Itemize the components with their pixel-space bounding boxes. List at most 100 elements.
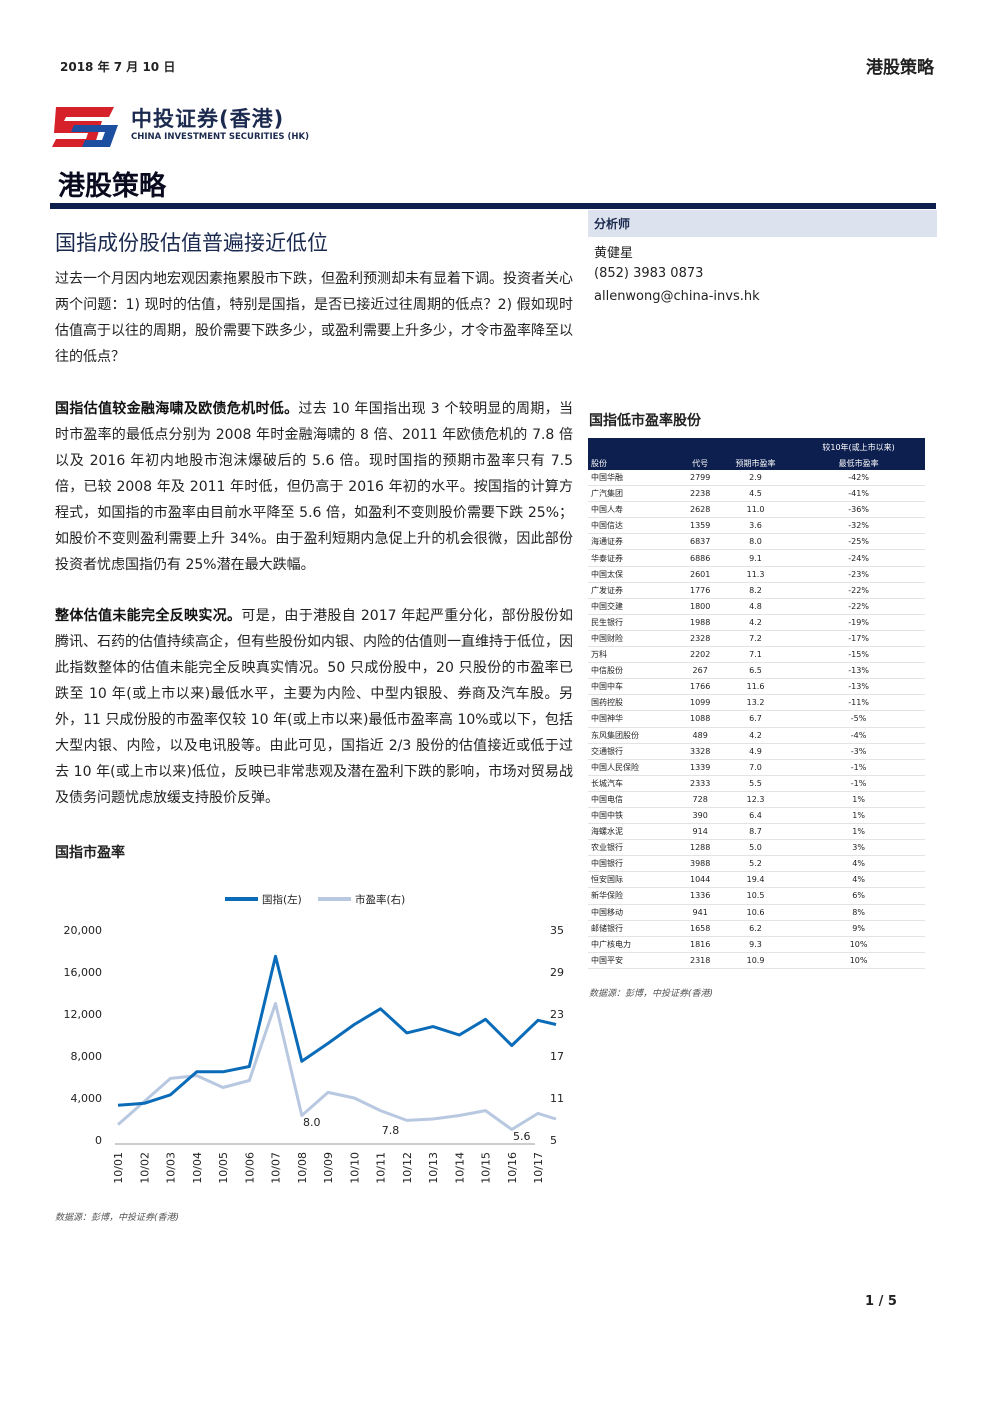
forward-pe-cell: 9.1 xyxy=(718,549,793,567)
forward-pe-cell: 5.5 xyxy=(718,775,793,792)
x-tick-label: 10/17 xyxy=(532,1152,545,1184)
table-row: 中国交建 1800 4.8 -22% xyxy=(588,598,925,615)
y-right-tick-label: 35 xyxy=(550,924,564,937)
forward-pe-cell: 12.3 xyxy=(718,791,793,808)
table-row: 中国电信 728 12.3 1% xyxy=(588,791,925,808)
forward-pe-cell: 8.2 xyxy=(718,582,793,599)
stock-code-cell: 489 xyxy=(681,727,719,744)
table-row: 中国人寿 2628 11.0 -36% xyxy=(588,501,925,519)
forward-pe-cell: 5.0 xyxy=(718,839,793,857)
vs-low-pe-cell: 6% xyxy=(792,887,925,905)
stock-name-cell: 长城汽车 xyxy=(588,775,682,792)
table-row: 中国华融 2799 2.9 -42% xyxy=(588,470,925,487)
table-row: 海螺水泥 914 8.7 1% xyxy=(588,823,925,841)
table-header-blank xyxy=(588,438,793,457)
forward-pe-cell: 19.4 xyxy=(718,871,793,889)
stock-name-cell: 中国神华 xyxy=(588,710,682,728)
forward-pe-cell: 11.0 xyxy=(718,501,793,519)
stock-name-cell: 农业银行 xyxy=(588,839,682,857)
forward-pe-cell: 11.6 xyxy=(718,678,793,696)
y-left-tick-label: 0 xyxy=(95,1134,102,1147)
x-tick-label: 10/10 xyxy=(348,1152,361,1184)
stock-code-cell: 2328 xyxy=(681,630,719,648)
vs-low-pe-cell: -36% xyxy=(792,501,925,519)
report-headline: 国指成份股估值普遍接近低位 xyxy=(55,231,328,255)
x-tick-label: 10/03 xyxy=(165,1152,178,1184)
forward-pe-cell: 9.3 xyxy=(718,936,793,953)
x-tick-label: 10/07 xyxy=(270,1152,283,1184)
table-row: 万科 2202 7.1 -15% xyxy=(588,646,925,664)
stock-name-cell: 海通证券 xyxy=(588,533,682,551)
forward-pe-cell: 4.5 xyxy=(718,485,793,503)
pe-low-annotation: 8.0 xyxy=(303,1116,321,1129)
forward-pe-cell: 7.1 xyxy=(718,646,793,664)
stock-code-cell: 1088 xyxy=(681,710,719,728)
table-row: 中国财险 2328 7.2 -17% xyxy=(588,630,925,648)
forward-pe-cell: 4.9 xyxy=(718,743,793,760)
table-row: 中国移动 941 10.6 8% xyxy=(588,904,925,921)
vs-low-pe-cell: -24% xyxy=(792,549,925,567)
stock-code-cell: 390 xyxy=(681,807,719,825)
vs-low-pe-cell: 1% xyxy=(792,807,925,825)
table-row: 农业银行 1288 5.0 3% xyxy=(588,839,925,857)
forward-pe-cell: 8.7 xyxy=(718,823,793,841)
stock-name-cell: 中国交建 xyxy=(588,598,682,615)
table-row: 中国太保 2601 11.3 -23% xyxy=(588,566,925,583)
stock-code-cell: 1336 xyxy=(681,887,719,905)
table-row: 中广核电力 1816 9.3 10% xyxy=(588,936,925,953)
x-tick-label: 10/15 xyxy=(480,1152,493,1184)
logo-english-name: CHINA INVESTMENT SECURITIES (HK) xyxy=(131,132,309,142)
x-tick-label: 10/06 xyxy=(243,1152,256,1184)
stock-name-cell: 中国电信 xyxy=(588,791,682,808)
table-source: 数据源：彭博，中投证券(香港) xyxy=(589,989,714,999)
forward-pe-cell: 4.2 xyxy=(718,727,793,744)
low-pe-stocks-table: 较10年(或上市以来) 股份 代号 预期市盈率 最低市盈率 中国华融 2799 2.… xyxy=(588,438,925,969)
x-tick-label: 10/09 xyxy=(322,1152,335,1184)
forward-pe-cell: 5.2 xyxy=(718,855,793,873)
vs-low-pe-cell: -1% xyxy=(792,775,925,792)
x-tick-label: 10/16 xyxy=(506,1152,519,1184)
vs-low-pe-cell: -32% xyxy=(792,517,925,535)
vs-low-pe-cell: 8% xyxy=(792,904,925,921)
stock-name-cell: 中国银行 xyxy=(588,855,682,873)
forward-pe-cell: 10.6 xyxy=(718,904,793,921)
stock-name-cell: 中国财险 xyxy=(588,630,682,648)
stock-code-cell: 1800 xyxy=(681,598,719,615)
vs-low-pe-cell: -19% xyxy=(792,614,925,631)
forward-pe-cell: 4.8 xyxy=(718,598,793,615)
col-vs-low-pe: 最低市盈率 xyxy=(792,457,925,470)
x-tick-label: 10/08 xyxy=(296,1152,309,1184)
vs-low-pe-cell: 1% xyxy=(792,791,925,808)
vs-low-pe-cell: 10% xyxy=(792,936,925,953)
stock-code-cell: 6886 xyxy=(681,549,719,567)
stock-code-cell: 1359 xyxy=(681,517,719,535)
stock-code-cell: 1816 xyxy=(681,936,719,953)
forward-pe-cell: 8.0 xyxy=(718,533,793,551)
page-number: 1 / 5 xyxy=(865,1294,897,1309)
logo-chinese-name: 中投证券(香港) xyxy=(131,107,285,131)
forward-pe-cell: 13.2 xyxy=(718,694,793,712)
stock-code-cell: 2238 xyxy=(681,485,719,503)
chart-heading: 国指市盈率 xyxy=(55,845,125,861)
x-tick-label: 10/02 xyxy=(138,1152,151,1184)
legend-label-pe: 市盈率(右) xyxy=(355,893,405,906)
x-tick-label: 10/12 xyxy=(401,1152,414,1184)
x-tick-label: 10/01 xyxy=(112,1152,125,1184)
intro-paragraph: 过去一个月因内地宏观因素拖累股市下跌，但盈利预测却未有显着下调。投资者关心两个问… xyxy=(55,271,573,365)
stock-code-cell: 1658 xyxy=(681,920,719,937)
table-row: 华泰证券 6886 9.1 -24% xyxy=(588,549,925,567)
table-row: 交通银行 3328 4.9 -3% xyxy=(588,743,925,760)
forward-pe-cell: 2.9 xyxy=(718,470,793,487)
report-date: 2018 年 7 月 10 日 xyxy=(60,60,176,74)
y-right-tick-label: 11 xyxy=(550,1092,564,1105)
valuation-paragraph: 国指估值较金融海啸及欧债危机时低。过去 10 年国指出现 3 个较明显的周期，当… xyxy=(55,401,573,573)
table-row: 新华保险 1336 10.5 6% xyxy=(588,887,925,905)
stock-name-cell: 中广核电力 xyxy=(588,936,682,953)
company-logo xyxy=(52,107,118,147)
analyst-email[interactable]: allenwong@china-invs.hk xyxy=(594,289,760,304)
y-left-tick-label: 20,000 xyxy=(64,924,103,937)
stock-name-cell: 邮储银行 xyxy=(588,920,682,937)
table-row: 中国人民保险 1339 7.0 -1% xyxy=(588,759,925,776)
table-row: 民生银行 1988 4.2 -19% xyxy=(588,614,925,631)
stock-name-cell: 中国人寿 xyxy=(588,501,682,519)
